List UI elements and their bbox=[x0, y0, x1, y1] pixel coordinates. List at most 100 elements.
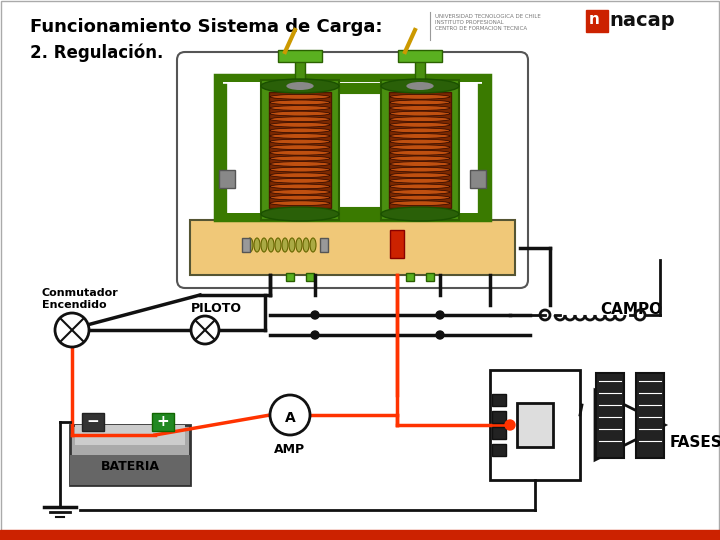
Text: A: A bbox=[284, 411, 295, 425]
Bar bbox=[278, 50, 322, 62]
Bar bbox=[398, 50, 442, 62]
Ellipse shape bbox=[390, 173, 450, 178]
Text: BATERIA: BATERIA bbox=[101, 460, 160, 473]
Ellipse shape bbox=[270, 178, 330, 183]
Bar bbox=[415, 58, 425, 82]
Bar bbox=[242, 238, 250, 252]
Ellipse shape bbox=[270, 184, 330, 189]
Ellipse shape bbox=[254, 238, 260, 252]
Bar bbox=[381, 80, 459, 220]
Bar bbox=[269, 92, 331, 208]
Bar bbox=[492, 394, 506, 406]
Bar bbox=[517, 403, 553, 447]
Ellipse shape bbox=[390, 123, 450, 127]
Ellipse shape bbox=[287, 82, 314, 90]
Bar bbox=[426, 273, 434, 281]
Ellipse shape bbox=[390, 106, 450, 110]
Bar bbox=[586, 10, 608, 32]
Text: Conmutador
Encendido: Conmutador Encendido bbox=[42, 288, 119, 309]
Ellipse shape bbox=[270, 173, 330, 178]
Circle shape bbox=[436, 331, 444, 339]
Ellipse shape bbox=[390, 128, 450, 133]
Bar bbox=[492, 427, 506, 439]
Ellipse shape bbox=[381, 79, 459, 93]
Ellipse shape bbox=[303, 238, 309, 252]
Ellipse shape bbox=[270, 195, 330, 200]
Bar bbox=[70, 425, 190, 485]
Ellipse shape bbox=[390, 133, 450, 138]
Ellipse shape bbox=[310, 238, 316, 252]
Ellipse shape bbox=[390, 190, 450, 194]
Bar bbox=[306, 273, 314, 281]
Text: FASES: FASES bbox=[670, 435, 720, 450]
Ellipse shape bbox=[270, 117, 330, 122]
Circle shape bbox=[311, 331, 319, 339]
Ellipse shape bbox=[270, 128, 330, 133]
Circle shape bbox=[436, 311, 444, 319]
Ellipse shape bbox=[282, 238, 288, 252]
Circle shape bbox=[55, 313, 89, 347]
Ellipse shape bbox=[406, 82, 433, 90]
Text: −: − bbox=[86, 415, 99, 429]
Ellipse shape bbox=[390, 145, 450, 150]
Ellipse shape bbox=[390, 94, 450, 99]
Ellipse shape bbox=[270, 123, 330, 127]
Bar bbox=[490, 370, 580, 480]
Bar bbox=[390, 230, 404, 258]
Ellipse shape bbox=[381, 207, 459, 221]
Text: nacap: nacap bbox=[609, 11, 675, 30]
Ellipse shape bbox=[270, 156, 330, 161]
Ellipse shape bbox=[270, 145, 330, 150]
Bar bbox=[596, 373, 624, 458]
Text: AMP: AMP bbox=[274, 443, 305, 456]
Text: n: n bbox=[589, 12, 600, 27]
Ellipse shape bbox=[247, 238, 253, 252]
Bar bbox=[261, 80, 339, 220]
Text: UNIVERSIDAD TECNOLOGICA DE CHILE
INSTITUTO PROFESIONAL
CENTRO DE FORMACION TECNI: UNIVERSIDAD TECNOLOGICA DE CHILE INSTITU… bbox=[435, 14, 541, 31]
Bar bbox=[70, 455, 190, 485]
Bar bbox=[82, 413, 104, 431]
Ellipse shape bbox=[270, 167, 330, 172]
Ellipse shape bbox=[261, 79, 339, 93]
Circle shape bbox=[191, 316, 219, 344]
Ellipse shape bbox=[289, 238, 295, 252]
Ellipse shape bbox=[296, 238, 302, 252]
Bar bbox=[470, 170, 486, 188]
Ellipse shape bbox=[270, 106, 330, 110]
Text: PILOTO: PILOTO bbox=[191, 302, 242, 315]
Bar bbox=[636, 373, 664, 458]
Bar bbox=[223, 82, 482, 213]
Ellipse shape bbox=[261, 207, 339, 221]
Bar bbox=[215, 75, 490, 220]
Ellipse shape bbox=[270, 190, 330, 194]
Bar bbox=[320, 238, 328, 252]
Text: CAMPO: CAMPO bbox=[600, 302, 662, 317]
Ellipse shape bbox=[270, 161, 330, 166]
Bar bbox=[286, 273, 294, 281]
Circle shape bbox=[505, 420, 515, 430]
Bar bbox=[406, 273, 414, 281]
Bar bbox=[492, 444, 506, 456]
Ellipse shape bbox=[390, 156, 450, 161]
Bar bbox=[75, 425, 185, 445]
Ellipse shape bbox=[268, 238, 274, 252]
Ellipse shape bbox=[270, 133, 330, 138]
Ellipse shape bbox=[270, 139, 330, 144]
Ellipse shape bbox=[390, 139, 450, 144]
Bar bbox=[295, 58, 305, 82]
Ellipse shape bbox=[390, 167, 450, 172]
Ellipse shape bbox=[390, 100, 450, 105]
Bar bbox=[0, 530, 720, 540]
Ellipse shape bbox=[390, 201, 450, 206]
Ellipse shape bbox=[270, 201, 330, 206]
Text: Funcionamiento Sistema de Carga:: Funcionamiento Sistema de Carga: bbox=[30, 18, 382, 36]
Bar bbox=[190, 220, 515, 275]
Ellipse shape bbox=[390, 161, 450, 166]
Ellipse shape bbox=[390, 151, 450, 155]
Ellipse shape bbox=[270, 111, 330, 116]
Ellipse shape bbox=[390, 117, 450, 122]
Ellipse shape bbox=[270, 100, 330, 105]
FancyBboxPatch shape bbox=[177, 52, 528, 288]
Ellipse shape bbox=[270, 94, 330, 99]
Ellipse shape bbox=[390, 195, 450, 200]
